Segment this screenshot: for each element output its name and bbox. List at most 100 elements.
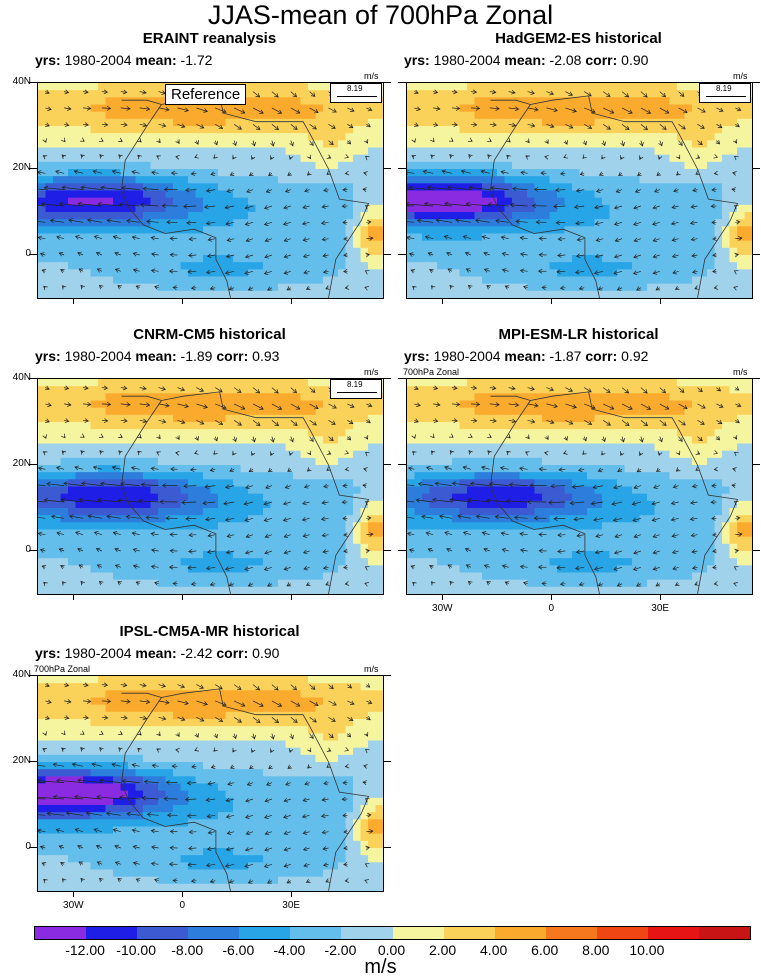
field-cell: [271, 444, 279, 452]
field-cell: [617, 148, 625, 156]
field-cell: [580, 262, 588, 270]
field-cell: [557, 176, 565, 184]
field-cell: [218, 198, 226, 206]
field-cell: [188, 119, 196, 127]
field-cell: [38, 97, 46, 105]
field-cell: [233, 530, 241, 538]
field-cell: [308, 97, 316, 105]
field-cell: [572, 148, 580, 156]
field-cell: [76, 537, 84, 545]
field-cell: [368, 422, 376, 430]
field-cell: [151, 472, 159, 480]
field-cell: [61, 277, 69, 285]
field-cell: [700, 155, 708, 163]
field-cell: [542, 90, 550, 98]
field-cell: [527, 226, 535, 234]
field-cell: [166, 148, 174, 156]
field-cell: [361, 522, 369, 530]
field-cell: [271, 379, 279, 387]
field-cell: [38, 126, 46, 134]
field-cell: [730, 248, 738, 256]
field-cell: [166, 133, 174, 141]
field-cell: [196, 205, 204, 213]
field-cell: [271, 458, 279, 466]
field-cell: [595, 162, 603, 170]
field-cell: [376, 544, 384, 552]
field-cell: [256, 176, 264, 184]
field-cell: [422, 97, 430, 105]
field-cell: [233, 494, 241, 502]
field-cell: [256, 255, 264, 263]
field-cell: [308, 212, 316, 220]
field-cell: [452, 183, 460, 191]
field-cell: [745, 248, 753, 256]
field-cell: [46, 487, 54, 495]
field-cell: [286, 515, 294, 523]
field-cell: [106, 205, 114, 213]
field-cell: [46, 284, 54, 292]
field-cell: [293, 401, 301, 409]
field-cell: [460, 133, 468, 141]
field-cell: [53, 415, 61, 423]
field-cell: [166, 479, 174, 487]
field-cell: [181, 176, 189, 184]
field-cell: [331, 234, 339, 242]
field-cell: [91, 212, 99, 220]
field-cell: [301, 386, 309, 394]
field-cell: [106, 126, 114, 134]
field-cell: [632, 155, 640, 163]
field-cell: [53, 277, 61, 285]
field-cell: [263, 422, 271, 430]
field-cell: [181, 140, 189, 148]
field-cell: [565, 155, 573, 163]
field-cell: [353, 451, 361, 459]
field-cell: [203, 422, 211, 430]
field-cell: [467, 269, 475, 277]
field-cell: [505, 226, 513, 234]
field-cell: [98, 530, 106, 538]
field-cell: [98, 234, 106, 242]
field-cell: [368, 262, 376, 270]
field-cell: [316, 565, 324, 573]
field-cell: [203, 379, 211, 387]
field-cell: [248, 83, 256, 91]
field-cell: [278, 522, 286, 530]
field-cell: [76, 90, 84, 98]
field-cell: [218, 148, 226, 156]
field-cell: [278, 155, 286, 163]
field-cell: [263, 83, 271, 91]
field-cell: [113, 291, 121, 298]
field-cell: [685, 162, 693, 170]
field-cell: [166, 198, 174, 206]
field-cell: [376, 472, 384, 480]
field-cell: [715, 248, 723, 256]
field-cell: [143, 537, 151, 545]
field-cell: [316, 133, 324, 141]
field-cell: [91, 465, 99, 473]
field-cell: [308, 508, 316, 516]
field-cell: [91, 83, 99, 91]
field-cell: [46, 558, 54, 566]
field-cell: [293, 83, 301, 91]
field-cell: [188, 162, 196, 170]
field-cell: [173, 226, 181, 234]
field-cell: [316, 169, 324, 177]
field-cell: [580, 105, 588, 113]
field-cell: [301, 465, 309, 473]
field-cell: [53, 393, 61, 401]
field-cell: [640, 133, 648, 141]
field-cell: [271, 119, 279, 127]
field-cell: [353, 262, 361, 270]
field-cell: [422, 241, 430, 249]
field-cell: [376, 501, 384, 509]
field-cell: [158, 558, 166, 566]
field-cell: [53, 226, 61, 234]
field-cell: [68, 386, 76, 394]
field-cell: [271, 393, 279, 401]
field-cell: [181, 148, 189, 156]
field-cell: [368, 277, 376, 285]
field-cell: [685, 284, 693, 292]
field-cell: [203, 183, 211, 191]
field-cell: [722, 212, 730, 220]
field-cell: [407, 176, 415, 184]
